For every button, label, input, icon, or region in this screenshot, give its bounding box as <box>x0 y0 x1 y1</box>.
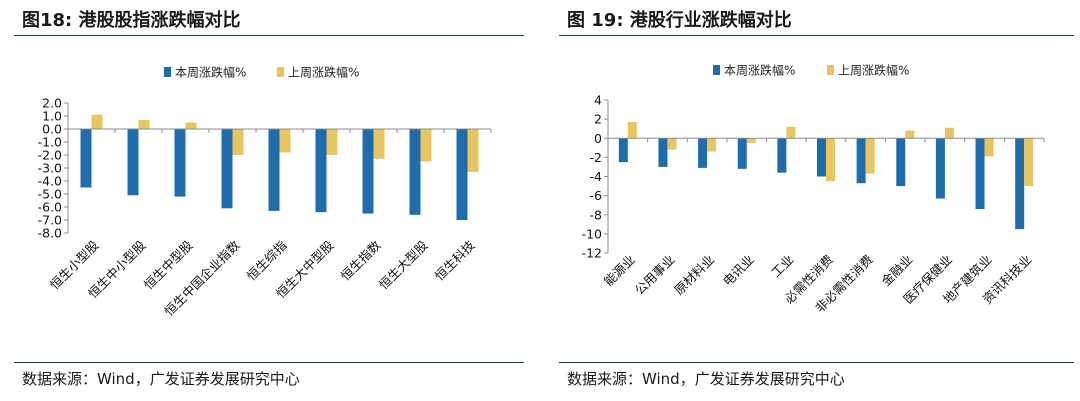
right-y-tick-label: -4 <box>590 169 603 184</box>
left-legend-label-this-week: 本周涨跌幅% <box>175 65 246 80</box>
right-bar-last-week <box>944 127 954 139</box>
right-y-tick-label: -12 <box>582 246 602 261</box>
left-category-label: 恒生指数 <box>338 237 384 283</box>
right-bar-last-week <box>707 138 717 152</box>
right-category-label: 金融业 <box>878 252 915 289</box>
right-y-tick-label: -8 <box>590 207 603 222</box>
left-bar-last-week <box>373 129 385 159</box>
right-bar-this-week <box>658 138 668 167</box>
right-bar-this-week <box>777 138 787 173</box>
left-bar-this-week <box>362 129 374 214</box>
left-y-tick-label: -3.0 <box>38 161 62 176</box>
right-bar-last-week <box>984 138 994 157</box>
right-source-rule <box>559 362 1074 363</box>
right-bar-last-week <box>826 138 835 182</box>
right-y-tick-label: 0 <box>594 131 602 146</box>
left-y-tick-label: -1.0 <box>38 135 62 150</box>
right-bar-last-week <box>786 126 796 139</box>
right-bar-last-week <box>746 138 756 144</box>
left-y-tick-label: -6.0 <box>38 200 62 215</box>
right-bar-this-week <box>856 138 866 184</box>
left-y-tick-label: -2.0 <box>38 148 62 163</box>
right-category-label: 原材料业 <box>671 252 717 298</box>
right-bar-last-week <box>905 130 915 139</box>
left-legend-label-last-week: 上周涨跌幅% <box>288 65 359 80</box>
right-bar-this-week <box>618 138 628 163</box>
left-y-tick-label: -5.0 <box>38 187 62 202</box>
right-bar-this-week <box>896 138 906 187</box>
right-bar-this-week <box>817 138 826 177</box>
right-y-tick-label: -10 <box>582 226 602 241</box>
right-y-tick-label: -6 <box>590 188 603 203</box>
right-legend-swatch-last-week <box>827 65 834 75</box>
right-legend-swatch-this-week <box>713 65 720 75</box>
left-bar-this-week <box>174 129 186 197</box>
left-panel: 图18: 港股股指涨跌幅对比 本周涨跌幅% 上周涨跌幅% 2.0 1.0 0.0 -1.0… <box>0 0 530 401</box>
right-figure-title: 图 19: 港股行业涨跌幅对比 <box>567 10 792 31</box>
right-chart: 本周涨跌幅% 上周涨跌幅% 4 2 0 -2 -4 -6 -8 -10 -12能源业公用事业原材料业… <box>582 63 1045 315</box>
right-category-label: 能源业 <box>601 252 638 289</box>
left-chart: 本周涨跌幅% 上周涨跌幅% 2.01.00.0-1.0-2.0-3.0-4.0-5.… <box>38 65 492 319</box>
left-bar-this-week <box>127 129 139 196</box>
right-bar-this-week <box>698 138 708 168</box>
right-bar-this-week <box>1015 138 1025 230</box>
right-bar-last-week <box>667 138 677 150</box>
left-bar-last-week <box>185 122 197 129</box>
left-bar-this-week <box>409 129 421 215</box>
left-y-tick-label: -4.0 <box>38 174 62 189</box>
right-bar-last-week <box>1024 138 1034 187</box>
left-category-label: 恒生综指 <box>244 238 290 284</box>
left-bar-last-week <box>467 129 479 172</box>
right-title-rule <box>559 35 1074 36</box>
left-bar-last-week <box>91 114 103 129</box>
left-bar-last-week <box>232 129 244 155</box>
left-bar-this-week <box>268 129 280 211</box>
right-panel: 图 19: 港股行业涨跌幅对比 本周涨跌幅% 上周涨跌幅% 4 2 0 -2 -4 -6 -8 -… <box>545 0 1080 401</box>
right-bar-last-week <box>627 121 637 139</box>
right-source-text: 数据来源：Wind，广发证券发展研究中心 <box>567 370 845 388</box>
left-bar-this-week <box>80 129 92 188</box>
left-source-rule <box>14 362 524 363</box>
left-legend-swatch-last-week <box>277 67 284 77</box>
left-title-rule <box>14 35 524 36</box>
right-bar-this-week <box>737 138 747 169</box>
right-legend-label-last-week: 上周涨跌幅% <box>838 63 909 78</box>
left-y-tick-label: 2.0 <box>42 96 62 111</box>
left-figure-title: 图18: 港股股指涨跌幅对比 <box>22 10 241 31</box>
right-category-label: 工业 <box>768 252 796 280</box>
right-bar-this-week <box>935 138 945 199</box>
left-y-tick-label: -8.0 <box>38 226 62 241</box>
left-bar-last-week <box>326 129 338 155</box>
left-category-label: 恒生大型股 <box>376 237 431 292</box>
right-bar-this-week <box>975 138 985 210</box>
right-category-label: 公用事业 <box>632 252 678 298</box>
left-bar-last-week <box>420 129 432 162</box>
right-y-tick-label: 2 <box>594 112 602 127</box>
left-category-label: 恒生科技 <box>432 237 478 283</box>
right-legend-label-this-week: 本周涨跌幅% <box>724 63 795 78</box>
left-bar-last-week <box>279 129 291 153</box>
left-y-tick-label: -7.0 <box>38 213 62 228</box>
right-y-tick-label: -2 <box>590 150 602 165</box>
left-y-tick-label: 0.0 <box>42 122 62 137</box>
left-bar-this-week <box>221 129 233 209</box>
left-bar-last-week <box>138 119 150 129</box>
left-bar-this-week <box>456 129 468 220</box>
right-category-label: 电讯业 <box>720 252 757 289</box>
left-source-text: 数据来源：Wind，广发证券发展研究中心 <box>22 370 300 388</box>
left-bar-this-week <box>315 129 327 213</box>
left-legend-swatch-this-week <box>164 67 171 77</box>
left-y-tick-label: 1.0 <box>42 109 62 124</box>
right-y-tick-label: 4 <box>594 93 602 108</box>
right-bar-last-week <box>865 138 875 174</box>
